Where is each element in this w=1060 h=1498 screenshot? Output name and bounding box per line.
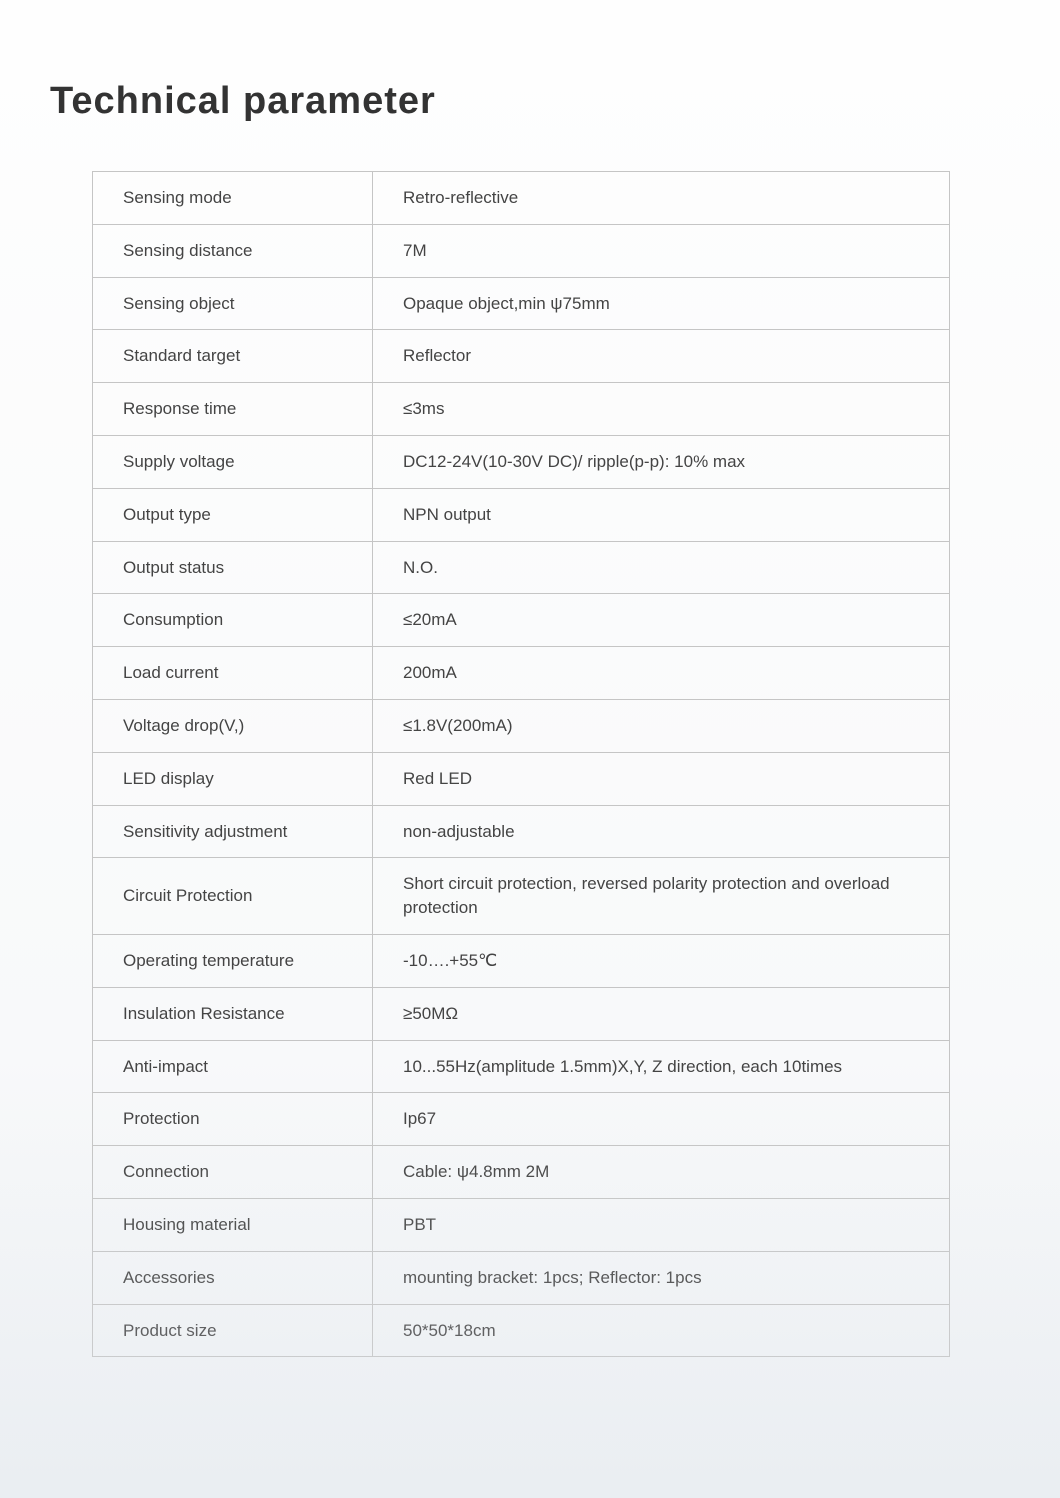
spec-value: 200mA [373, 647, 950, 700]
spec-label: Circuit Protection [93, 858, 373, 935]
spec-label: Sensing object [93, 277, 373, 330]
spec-label: Sensitivity adjustment [93, 805, 373, 858]
spec-label: LED display [93, 752, 373, 805]
table-row: Sensing modeRetro-reflective [93, 172, 950, 225]
table-row: Response time≤3ms [93, 383, 950, 436]
spec-value: mounting bracket: 1pcs; Reflector: 1pcs [373, 1251, 950, 1304]
table-row: Output typeNPN output [93, 488, 950, 541]
spec-value: NPN output [373, 488, 950, 541]
spec-label: Sensing distance [93, 224, 373, 277]
table-row: Sensing distance7M [93, 224, 950, 277]
spec-label: Anti-impact [93, 1040, 373, 1093]
spec-label: Operating temperature [93, 934, 373, 987]
spec-value: Reflector [373, 330, 950, 383]
table-row: Output statusN.O. [93, 541, 950, 594]
spec-label: Load current [93, 647, 373, 700]
spec-label: Connection [93, 1146, 373, 1199]
spec-value: ≥50MΩ [373, 987, 950, 1040]
spec-label: Housing material [93, 1198, 373, 1251]
spec-label: Output type [93, 488, 373, 541]
spec-label: Product size [93, 1304, 373, 1357]
table-row: Consumption≤20mA [93, 594, 950, 647]
spec-value: N.O. [373, 541, 950, 594]
spec-value: Opaque object,min ψ75mm [373, 277, 950, 330]
table-row: Supply voltageDC12-24V(10-30V DC)/ rippl… [93, 435, 950, 488]
table-row: ProtectionIp67 [93, 1093, 950, 1146]
table-row: Product size50*50*18cm [93, 1304, 950, 1357]
spec-label: Insulation Resistance [93, 987, 373, 1040]
spec-value: -10….+55℃ [373, 934, 950, 987]
spec-label: Standard target [93, 330, 373, 383]
spec-value: Retro-reflective [373, 172, 950, 225]
spec-table-container: Sensing modeRetro-reflectiveSensing dist… [92, 171, 950, 1357]
spec-value: PBT [373, 1198, 950, 1251]
table-row: LED displayRed LED [93, 752, 950, 805]
spec-value: DC12-24V(10-30V DC)/ ripple(p-p): 10% ma… [373, 435, 950, 488]
spec-value: Short circuit protection, reversed polar… [373, 858, 950, 935]
table-row: Voltage drop(V,)≤1.8V(200mA) [93, 699, 950, 752]
spec-value: 7M [373, 224, 950, 277]
table-row: Housing materialPBT [93, 1198, 950, 1251]
table-row: Anti-impact10...55Hz(amplitude 1.5mm)X,Y… [93, 1040, 950, 1093]
spec-label: Protection [93, 1093, 373, 1146]
spec-value: non-adjustable [373, 805, 950, 858]
spec-label: Sensing mode [93, 172, 373, 225]
spec-label: Response time [93, 383, 373, 436]
table-row: Accessoriesmounting bracket: 1pcs; Refle… [93, 1251, 950, 1304]
table-row: Insulation Resistance≥50MΩ [93, 987, 950, 1040]
spec-value: 10...55Hz(amplitude 1.5mm)X,Y, Z directi… [373, 1040, 950, 1093]
spec-label: Voltage drop(V,) [93, 699, 373, 752]
spec-value: Ip67 [373, 1093, 950, 1146]
spec-value: Red LED [373, 752, 950, 805]
spec-label: Supply voltage [93, 435, 373, 488]
table-row: Circuit ProtectionShort circuit protecti… [93, 858, 950, 935]
spec-value: ≤20mA [373, 594, 950, 647]
table-row: ConnectionCable: ψ4.8mm 2M [93, 1146, 950, 1199]
table-row: Sensitivity adjustmentnon-adjustable [93, 805, 950, 858]
spec-label: Output status [93, 541, 373, 594]
spec-value: ≤1.8V(200mA) [373, 699, 950, 752]
table-row: Standard targetReflector [93, 330, 950, 383]
page-title: Technical parameter [50, 80, 1010, 123]
table-row: Operating temperature-10….+55℃ [93, 934, 950, 987]
spec-value: 50*50*18cm [373, 1304, 950, 1357]
spec-value: ≤3ms [373, 383, 950, 436]
spec-value: Cable: ψ4.8mm 2M [373, 1146, 950, 1199]
table-row: Sensing objectOpaque object,min ψ75mm [93, 277, 950, 330]
table-row: Load current200mA [93, 647, 950, 700]
spec-label: Accessories [93, 1251, 373, 1304]
spec-label: Consumption [93, 594, 373, 647]
spec-table: Sensing modeRetro-reflectiveSensing dist… [92, 171, 950, 1357]
